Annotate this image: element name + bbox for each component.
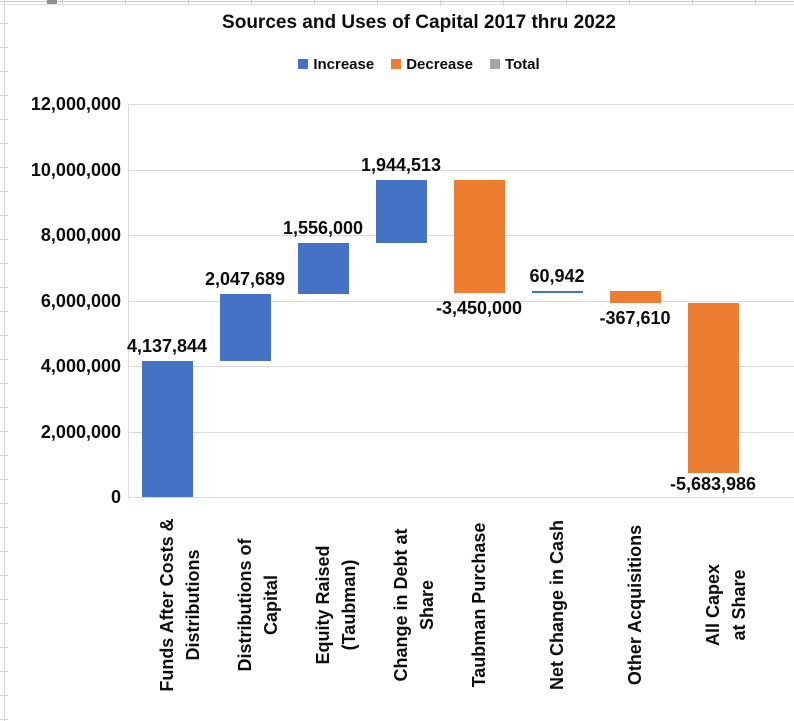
x-category-label: Net Change in Cash <box>547 519 567 691</box>
y-gridline <box>128 104 794 105</box>
bar-decrease <box>609 290 661 303</box>
bar-data-label: 1,556,000 <box>282 218 364 239</box>
y-axis-tick-label: 12,000,000 <box>30 94 121 114</box>
x-category-label: Change in Debt at Share <box>391 528 437 682</box>
bar-data-label: -3,450,000 <box>435 297 523 318</box>
bar-decrease <box>453 179 505 293</box>
y-axis-line <box>128 104 129 497</box>
x-category-label: Equity Raised (Taubman) <box>313 545 359 665</box>
x-category-label: All Capex at Share <box>703 563 749 647</box>
spreadsheet-grid-top-ticks <box>0 0 794 6</box>
legend-label-decrease: Decrease <box>406 55 473 73</box>
y-axis-tick-label: 4,000,000 <box>40 356 121 376</box>
legend-item-increase: Increase <box>298 56 374 73</box>
bar-data-label: 2,047,689 <box>204 269 286 290</box>
y-gridline <box>128 366 794 367</box>
y-axis-tick-label: 6,000,000 <box>40 290 121 311</box>
y-gridline <box>128 497 794 498</box>
legend-swatch-total-icon <box>489 59 500 69</box>
legend-item-total: Total <box>489 55 540 73</box>
bar-decrease <box>687 302 739 489</box>
spreadsheet-grid-top-mark <box>47 0 57 4</box>
bar-data-label: 60,942 <box>529 265 585 286</box>
bar-data-label: -367,610 <box>599 307 671 328</box>
chart-title: Sources and Uses of Capital 2017 thru 20… <box>222 12 616 33</box>
legend-swatch-decrease-icon <box>391 59 402 69</box>
spreadsheet-grid-top-line <box>0 1 794 2</box>
legend-item-decrease: Decrease <box>391 56 473 73</box>
x-category-label: Funds After Costs & Distributions <box>157 518 203 692</box>
bar-increase <box>219 294 271 362</box>
y-axis-tick-label: 2,000,000 <box>40 421 121 442</box>
x-category-label: Taubman Purchase <box>469 522 489 688</box>
bar-data-label: 1,944,513 <box>360 154 442 175</box>
legend-label-total: Total <box>504 55 540 73</box>
x-category-label: Other Acquisitions <box>625 524 645 686</box>
y-axis-tick-label: 8,000,000 <box>40 225 121 245</box>
bar-increase <box>375 179 427 244</box>
y-axis-tick-label: 0 <box>110 487 121 507</box>
legend-label-increase: Increase <box>313 55 375 73</box>
spreadsheet-grid-top-line-2 <box>0 4 794 5</box>
bar-increase <box>297 243 349 295</box>
bar-data-label: 4,137,844 <box>126 336 208 357</box>
spreadsheet-grid-left-line <box>4 0 5 721</box>
x-category-label: Distributions of Capital <box>235 538 281 672</box>
y-gridline <box>128 431 794 433</box>
legend-swatch-increase-icon <box>298 59 309 69</box>
y-gridline <box>128 300 794 302</box>
bar-increase <box>141 361 193 497</box>
y-gridline <box>128 169 794 171</box>
bar-data-label: -5,683,986 <box>633 473 793 495</box>
bar-increase <box>531 290 583 293</box>
y-axis-tick-label: 10,000,000 <box>30 159 121 180</box>
chart-legend: Increase Decrease Total <box>44 53 794 75</box>
